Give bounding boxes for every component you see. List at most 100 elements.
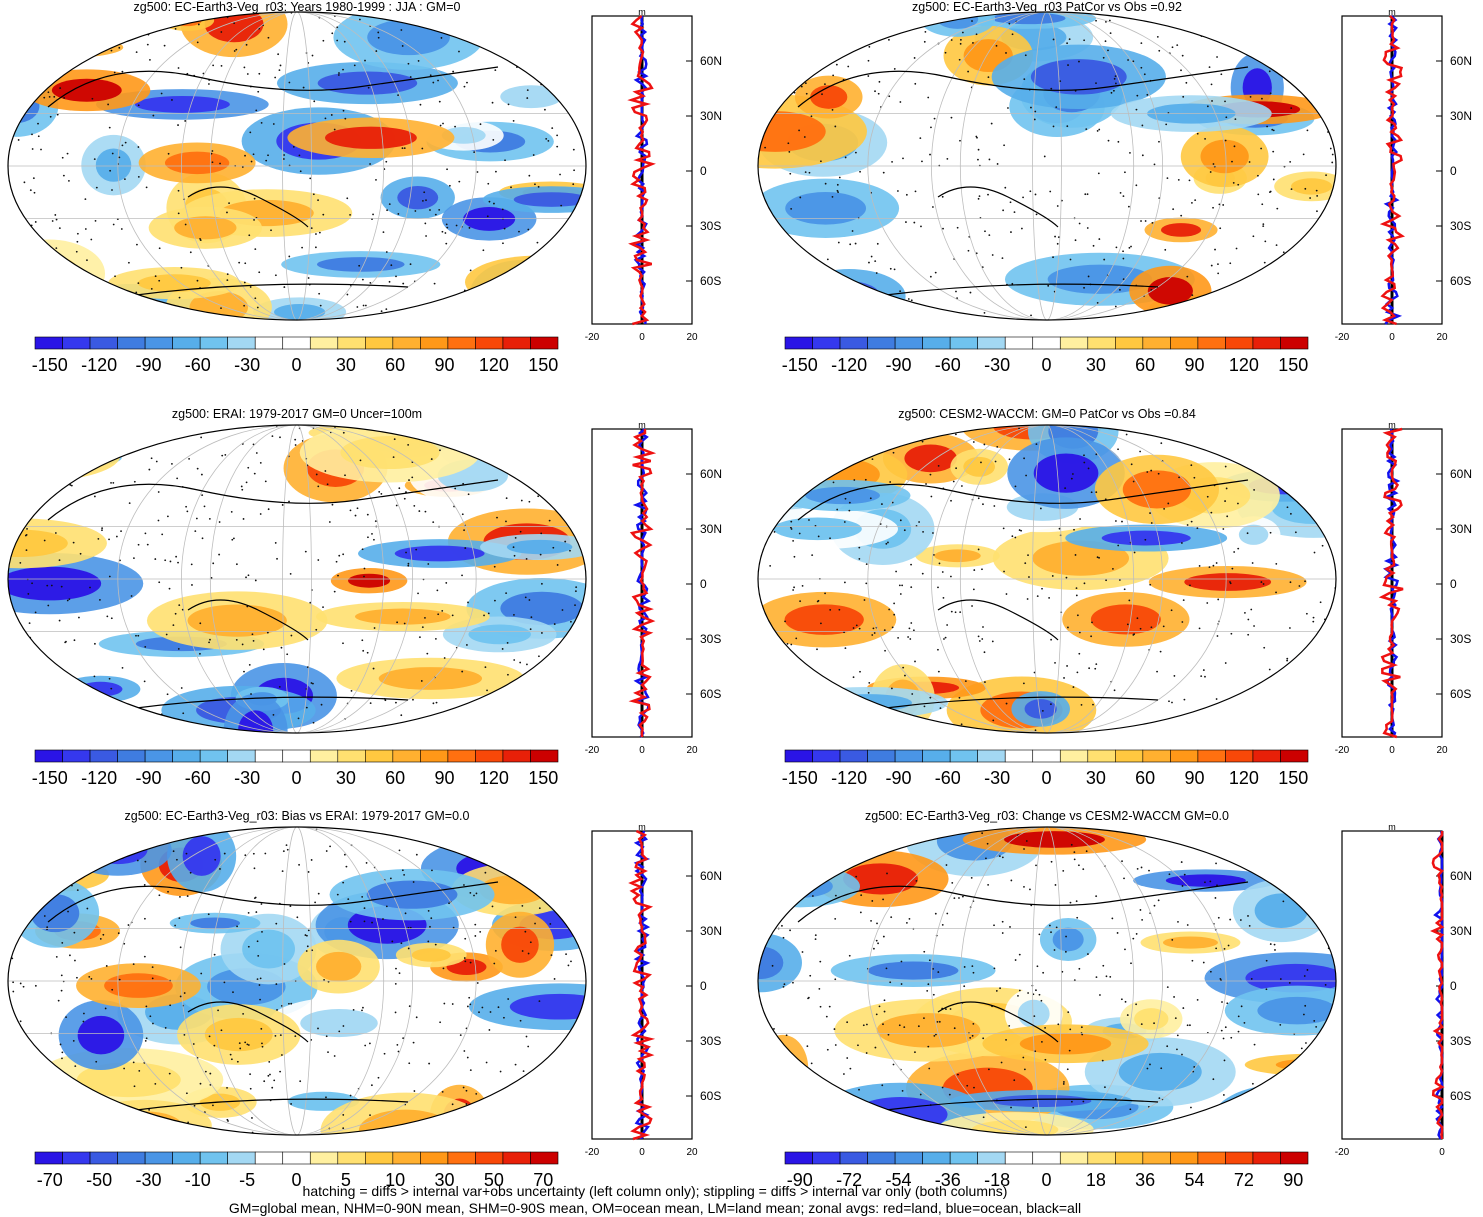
map-border <box>7 424 587 734</box>
anomaly-core <box>785 191 867 225</box>
anomaly-core <box>523 827 562 844</box>
colorbar-tick-label: -150 <box>32 355 68 375</box>
colorbar-tick-label: -10 <box>185 1170 211 1190</box>
anomaly-core <box>513 192 586 207</box>
anomaly-core <box>1242 1101 1319 1135</box>
anomaly-region <box>758 12 890 27</box>
anomaly-core <box>467 425 516 440</box>
colorbar-swatch <box>530 336 559 350</box>
colorbar-swatch <box>254 336 284 350</box>
colorbar-swatch <box>309 336 339 350</box>
colorbar-tick-label: 18 <box>1086 1170 1106 1190</box>
colorbar-swatch <box>62 1151 91 1165</box>
colorbar-swatch <box>254 1151 284 1165</box>
colorbar-swatch <box>867 1151 896 1165</box>
anomaly-core <box>1286 29 1336 65</box>
anomaly-core <box>316 257 405 272</box>
anomaly-core <box>784 604 864 635</box>
colorbar-swatch <box>365 749 394 763</box>
anomaly-core <box>1019 1033 1112 1055</box>
colorbar-tick-label: -90 <box>135 355 161 375</box>
zonal-profile: m -20 0 20 60N 30N 0 30S 60S <box>1335 420 1472 756</box>
anomaly-core <box>904 444 957 473</box>
anomaly-region <box>788 686 948 719</box>
anomaly-region <box>1293 643 1336 689</box>
colorbar-tick-label: 90 <box>435 768 455 788</box>
colorbar: -70 -50 -30 -10 -5 0 5 10 30 50 70 <box>34 1151 559 1190</box>
anomaly-region <box>758 301 802 320</box>
colorbar-tick-label: -36 <box>935 1170 961 1190</box>
anomaly-region <box>758 1034 809 1103</box>
colorbar-tick-label: -90 <box>885 768 911 788</box>
colorbar-tick-label: 120 <box>1229 355 1259 375</box>
colorbar-tick-label: -30 <box>984 355 1010 375</box>
anomaly-core <box>1257 996 1336 1025</box>
colorbar-swatch <box>1115 1151 1144 1165</box>
anomaly-core <box>501 926 539 963</box>
profile-land-line <box>1430 831 1445 1140</box>
colorbar-tick-label: 5 <box>341 1170 351 1190</box>
anomaly-core <box>26 831 70 857</box>
colorbar-swatch <box>1142 749 1171 763</box>
graticule <box>758 12 1336 320</box>
profile-x-tick: -20 <box>1335 745 1350 756</box>
anomaly-region <box>63 827 172 876</box>
colorbar-swatch <box>447 749 476 763</box>
colorbar-tick-label: -54 <box>885 1170 911 1190</box>
colorbar-tick-label: -30 <box>234 768 260 788</box>
colorbar-tick-label: -18 <box>984 1170 1010 1190</box>
colorbar-swatch <box>144 749 173 763</box>
anomaly-core <box>810 85 848 109</box>
profile-lat-tick: 30S <box>1450 219 1471 233</box>
colorbar-swatch <box>502 336 531 350</box>
zonal-profile: m -20 0 20 60N 30N 0 30S 60S <box>585 822 722 1158</box>
anomaly-core <box>463 207 516 231</box>
profile-lat-tick: 0 <box>1450 979 1457 993</box>
anomaly-region <box>1258 15 1336 79</box>
profile-unit: m <box>1388 7 1396 17</box>
anomaly-core <box>378 667 483 690</box>
anomaly-core <box>324 126 417 149</box>
panel-title: zg500: EC-Earth3-Veg_r03: Bias vs ERAI: … <box>125 809 470 823</box>
anomaly-core <box>492 275 551 315</box>
colorbar-swatch <box>365 1151 394 1165</box>
profile-land-line <box>628 829 656 1141</box>
colorbar-swatch <box>949 749 978 763</box>
colorbar-swatch <box>839 749 868 763</box>
anomaly-core <box>1017 999 1050 1028</box>
anomaly-region <box>792 269 906 320</box>
anomaly-region <box>78 1099 212 1135</box>
anomaly-core <box>137 274 211 292</box>
colorbar-swatch <box>1170 749 1199 763</box>
colorbar-swatch <box>89 749 118 763</box>
colorbar-swatch <box>199 749 228 763</box>
anomaly-region <box>1244 1053 1336 1076</box>
colorbar-tick-label: 30 <box>336 768 356 788</box>
colorbar-tick-label: 50 <box>484 1170 504 1190</box>
colorbar-tick-label: 0 <box>291 355 301 375</box>
colorbar-swatch <box>34 336 63 350</box>
anomaly-core <box>1030 59 1127 95</box>
profile-lat-tick: 0 <box>1450 577 1457 591</box>
colorbar-swatch <box>894 749 923 763</box>
anomaly-core <box>1200 139 1249 174</box>
anomaly-core <box>1210 716 1263 732</box>
colorbar-swatch <box>530 1151 559 1165</box>
colorbar-tick-label: 0 <box>1041 1170 1051 1190</box>
colorbar-swatch <box>447 1151 476 1165</box>
anomaly-core <box>340 436 440 470</box>
colorbar-swatch <box>1032 749 1061 763</box>
colorbar-tick-label: 60 <box>385 768 405 788</box>
profile-lat-tick: 60S <box>1450 274 1471 288</box>
colorbar-swatch <box>89 336 118 350</box>
profile-unit: m <box>638 822 646 832</box>
colorbar-swatch <box>282 749 311 763</box>
colorbar-swatch <box>144 1151 173 1165</box>
colorbar-tick-label: -120 <box>831 355 867 375</box>
colorbar-swatch <box>867 336 896 350</box>
anomaly-core <box>348 573 391 588</box>
colorbar-swatch <box>1059 749 1089 763</box>
anomaly-core <box>397 186 439 210</box>
colorbar-tick-label: 30 <box>1086 768 1106 788</box>
colorbar-swatch <box>34 1151 63 1165</box>
